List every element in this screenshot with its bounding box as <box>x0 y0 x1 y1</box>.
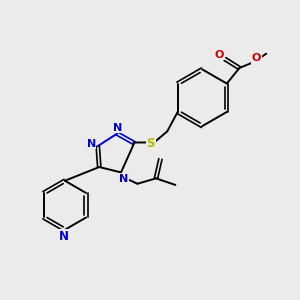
Text: O: O <box>215 50 224 60</box>
Text: O: O <box>252 53 261 63</box>
Text: N: N <box>86 139 96 149</box>
Text: N: N <box>113 123 122 133</box>
Text: S: S <box>147 137 155 150</box>
Text: N: N <box>119 174 128 184</box>
Text: N: N <box>59 230 69 243</box>
